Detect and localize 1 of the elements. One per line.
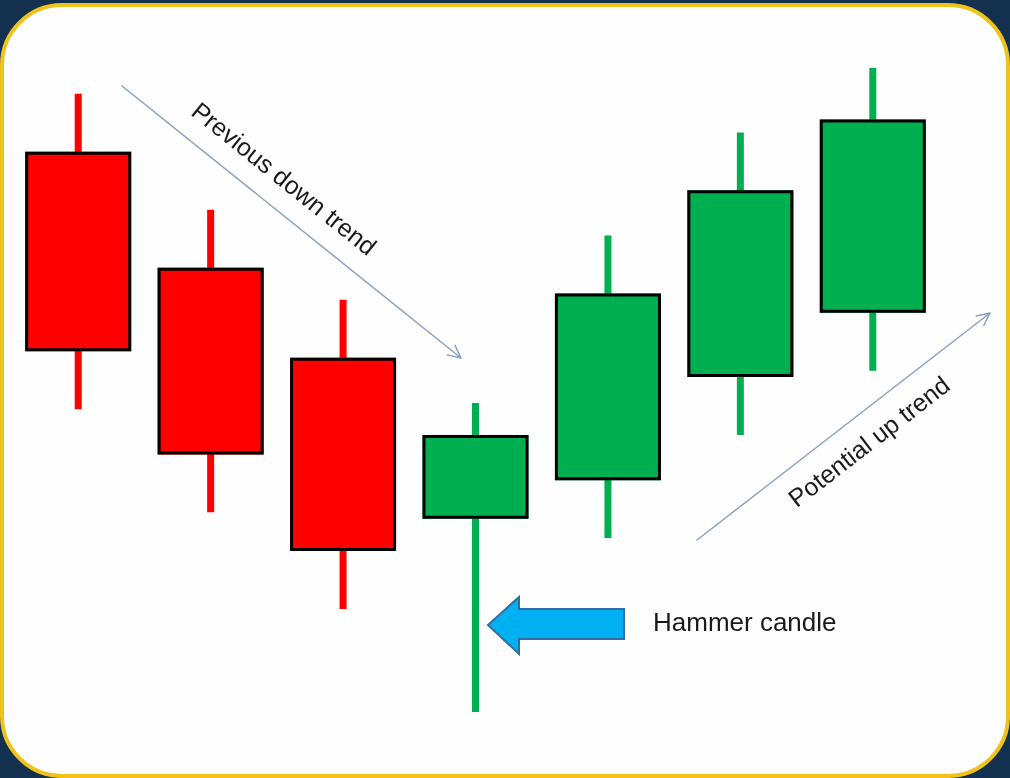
annotation: Hammer candle [653, 607, 837, 637]
